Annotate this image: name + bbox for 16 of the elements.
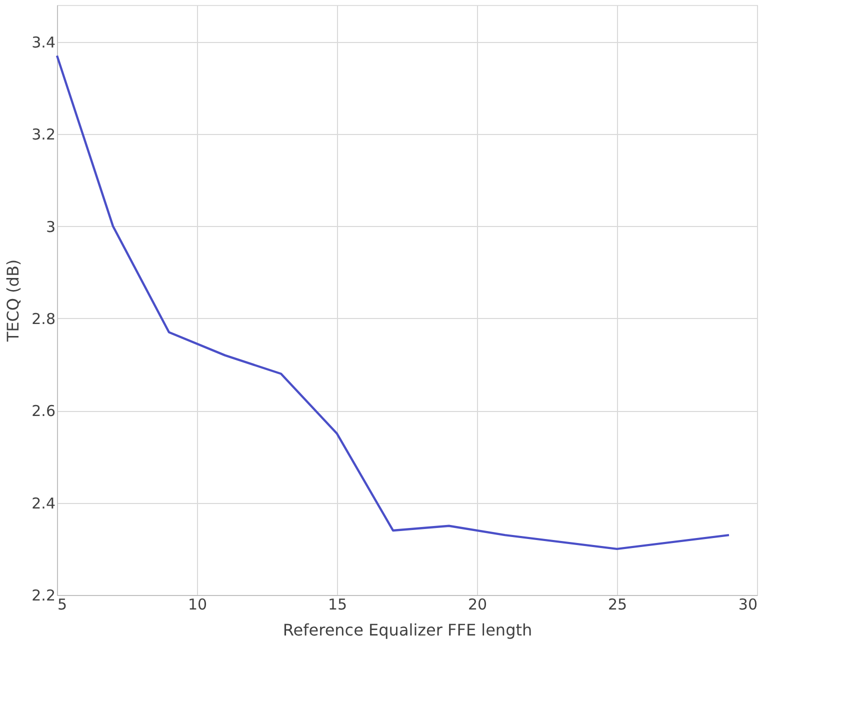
x-tick-label: 25 [608, 596, 628, 614]
y-tick-label: 3 [46, 218, 56, 236]
line-series [56, 54, 730, 550]
x-tick-label: 10 [188, 596, 208, 614]
x-tick-label: 15 [328, 596, 348, 614]
y-tick-label: 2.8 [32, 310, 56, 328]
y-tick-label: 3.4 [32, 33, 56, 52]
y-axis-title: TECQ (dB) [4, 259, 23, 343]
y-tick-label: 2.2 [32, 586, 56, 604]
x-tick-label: 20 [468, 596, 488, 614]
x-axis-title: Reference Equalizer FFE length [282, 620, 532, 640]
y-tick-label: 3.2 [32, 126, 56, 144]
x-tick-label: 5 [58, 596, 68, 614]
y-tick-label: 2.6 [32, 402, 56, 420]
x-tick-label: 30 [738, 596, 758, 614]
y-tick-label: 2.4 [32, 494, 56, 512]
